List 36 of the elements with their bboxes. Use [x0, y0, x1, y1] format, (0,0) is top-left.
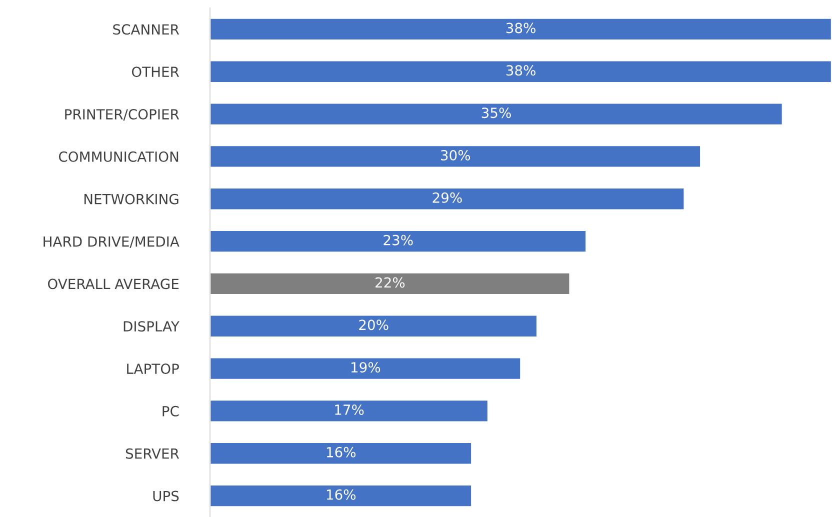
- data-label: 29%: [432, 192, 462, 203]
- y-tick-label: OTHER: [132, 66, 180, 78]
- data-label: 16%: [326, 489, 356, 500]
- data-label: 38%: [506, 65, 536, 76]
- data-label: 17%: [335, 404, 364, 415]
- data-label: 23%: [384, 234, 413, 246]
- data-label: 22%: [376, 277, 405, 288]
- y-tick-label: PC: [162, 406, 179, 416]
- y-tick-label: HARD DRIVE/MEDIA: [44, 236, 180, 248]
- bar: [210, 144, 702, 168]
- data-label: 20%: [359, 320, 388, 330]
- y-tick-label: SERVER: [126, 448, 180, 459]
- y-tick-label: COMMUNICATION: [58, 151, 178, 162]
- bar: [210, 272, 571, 296]
- data-label: 16%: [326, 446, 356, 458]
- y-tick-label: NETWORKING: [84, 194, 178, 204]
- data-label: 35%: [482, 108, 511, 118]
- bar: [210, 102, 784, 126]
- y-tick-label: SCANNER: [113, 24, 180, 35]
- y-tick-label: UPS: [153, 490, 179, 502]
- y-tick-label: OVERALL AVERAGE: [48, 278, 179, 290]
- y-tick-label: PRINTER/COPIER: [65, 109, 180, 121]
- bar: [210, 399, 489, 423]
- y-tick-label: DISPLAY: [124, 321, 180, 332]
- bar: [210, 17, 832, 41]
- data-label: 30%: [440, 150, 470, 160]
- bar: [210, 356, 522, 380]
- bar: [210, 187, 686, 211]
- data-label: 38%: [506, 22, 536, 34]
- bar: [210, 314, 538, 338]
- bar: [210, 442, 472, 466]
- bar: [210, 60, 832, 84]
- data-label: 19%: [351, 362, 380, 373]
- bar: [210, 230, 587, 254]
- bar: [210, 484, 472, 508]
- y-tick-label: LAPTOP: [127, 364, 179, 374]
